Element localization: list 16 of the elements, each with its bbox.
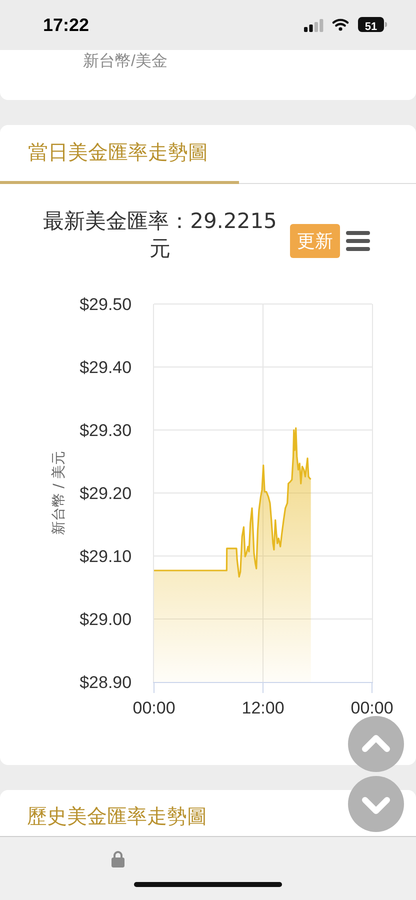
- y-tick-label: $29.00: [80, 610, 132, 629]
- y-tick-label: $29.50: [80, 294, 132, 314]
- y-tick-label: $29.10: [80, 546, 132, 566]
- card: 歷史美金匯率走勢圖: [0, 790, 416, 836]
- button: 更新: [290, 224, 340, 258]
- y-axis-title: 新台幣 / 美元: [51, 451, 68, 535]
- y-tick-label: $29.40: [80, 358, 132, 377]
- y-tick-label: $28.90: [80, 672, 132, 692]
- y-tick-label: $29.20: [80, 484, 132, 503]
- x-tick-label: 00:00: [350, 698, 394, 718]
- x-tick-label: 12:00: [242, 698, 284, 718]
- card: 新台幣/美金: [0, 50, 416, 100]
- x-tick-label: 00:00: [132, 698, 176, 718]
- text: 當日美金匯率走勢圖: [28, 141, 208, 166]
- chart-title: 最新美金匯率：29.2215 元: [43, 209, 277, 260]
- y-tick-label: $29.30: [80, 420, 132, 440]
